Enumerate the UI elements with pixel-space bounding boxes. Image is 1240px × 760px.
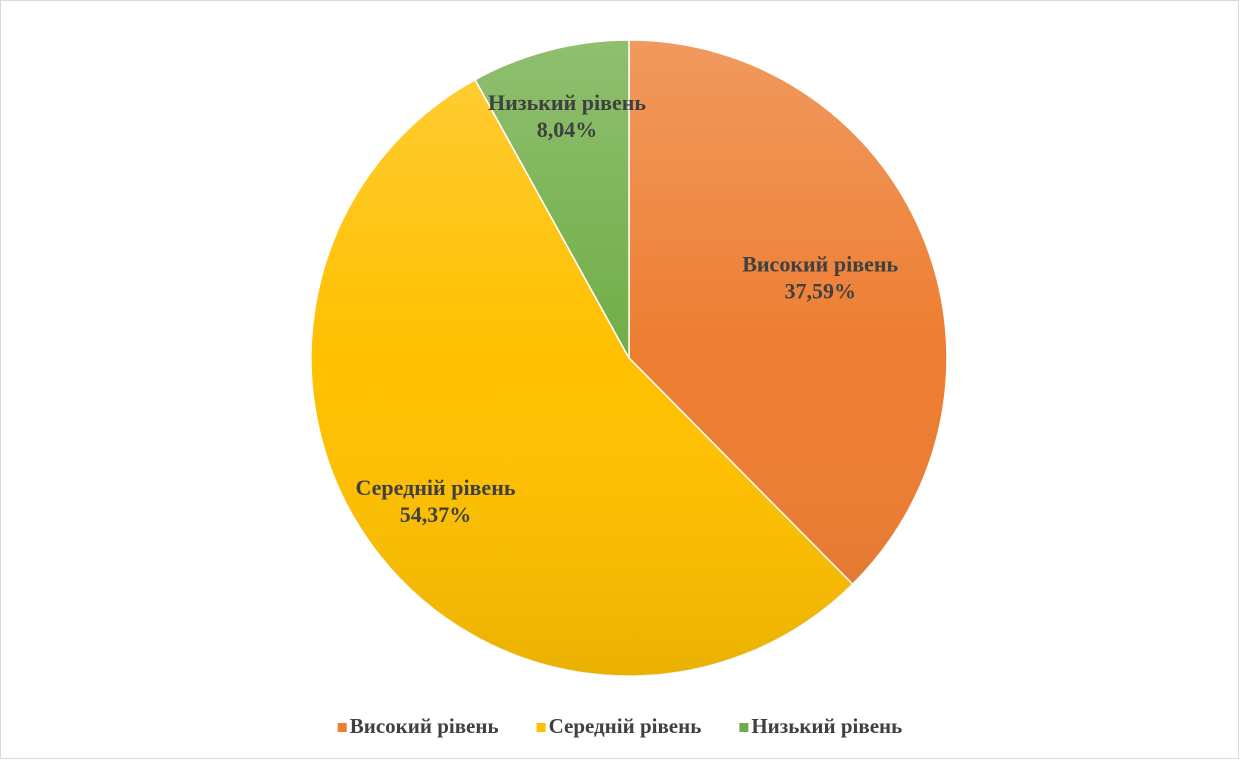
legend-swatch — [536, 723, 546, 732]
data-label-value: 8,04% — [537, 117, 598, 142]
data-label-name: Середній рівень — [355, 475, 515, 500]
legend: Високий рівень Середній рівень Низький рів… — [337, 714, 902, 738]
legend-label: Низький рівень — [751, 714, 902, 738]
legend-swatch — [337, 723, 347, 732]
data-label-value: 37,59% — [784, 278, 856, 303]
data-label-value: 54,37% — [400, 502, 472, 527]
data-label-name: Низький рівень — [488, 90, 646, 115]
pie — [310, 39, 948, 677]
legend-label: Середній рівень — [549, 714, 702, 738]
legend-label: Високий рівень — [350, 714, 499, 738]
legend-swatch — [739, 723, 749, 732]
data-label-name: Високий рівень — [742, 251, 898, 276]
